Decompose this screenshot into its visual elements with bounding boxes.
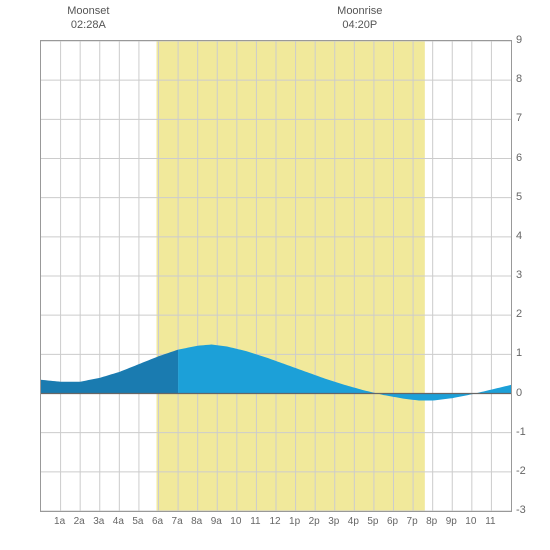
x-tick-label: 6p xyxy=(387,516,398,527)
x-tick-label: 4p xyxy=(348,516,359,527)
x-tick-label: 3a xyxy=(93,516,104,527)
x-tick-label: 10 xyxy=(465,516,476,527)
moonset-time: 02:28A xyxy=(67,18,109,32)
chart-svg xyxy=(41,41,511,511)
x-tick-label: 1p xyxy=(289,516,300,527)
y-tick-label: 2 xyxy=(516,308,522,320)
x-tick-label: 8p xyxy=(426,516,437,527)
x-tick-label: 4a xyxy=(113,516,124,527)
x-tick-label: 9a xyxy=(211,516,222,527)
x-tick-label: 1a xyxy=(54,516,65,527)
y-tick-label: 1 xyxy=(516,347,522,359)
y-tick-label: -2 xyxy=(516,465,526,477)
y-tick-label: 5 xyxy=(516,191,522,203)
x-tick-label: 12 xyxy=(269,516,280,527)
x-tick-label: 2a xyxy=(74,516,85,527)
x-tick-label: 7a xyxy=(172,516,183,527)
moonrise-time: 04:20P xyxy=(337,18,382,32)
y-tick-label: 6 xyxy=(516,152,522,164)
x-tick-label: 5a xyxy=(132,516,143,527)
y-tick-label: -1 xyxy=(516,426,526,438)
x-tick-label: 10 xyxy=(230,516,241,527)
y-tick-label: 4 xyxy=(516,230,522,242)
x-tick-label: 7p xyxy=(407,516,418,527)
y-tick-label: -3 xyxy=(516,504,526,516)
moonrise-title: Moonrise xyxy=(337,4,382,18)
x-tick-label: 11 xyxy=(250,516,260,527)
y-tick-label: 0 xyxy=(516,387,522,399)
moonrise-label: Moonrise04:20P xyxy=(337,4,382,33)
x-tick-label: 11 xyxy=(485,516,495,527)
moonset-title: Moonset xyxy=(67,4,109,18)
x-tick-label: 3p xyxy=(328,516,339,527)
x-tick-label: 2p xyxy=(309,516,320,527)
y-tick-label: 7 xyxy=(516,112,522,124)
x-tick-label: 8a xyxy=(191,516,202,527)
y-tick-label: 3 xyxy=(516,269,522,281)
y-tick-label: 8 xyxy=(516,73,522,85)
tide-chart: -3-2-10123456789 1a2a3a4a5a6a7a8a9a10111… xyxy=(0,0,550,550)
moonset-label: Moonset02:28A xyxy=(67,4,109,33)
x-tick-label: 9p xyxy=(446,516,457,527)
plot-area xyxy=(40,40,512,512)
x-tick-label: 5p xyxy=(367,516,378,527)
x-tick-label: 6a xyxy=(152,516,163,527)
y-tick-label: 9 xyxy=(516,34,522,46)
